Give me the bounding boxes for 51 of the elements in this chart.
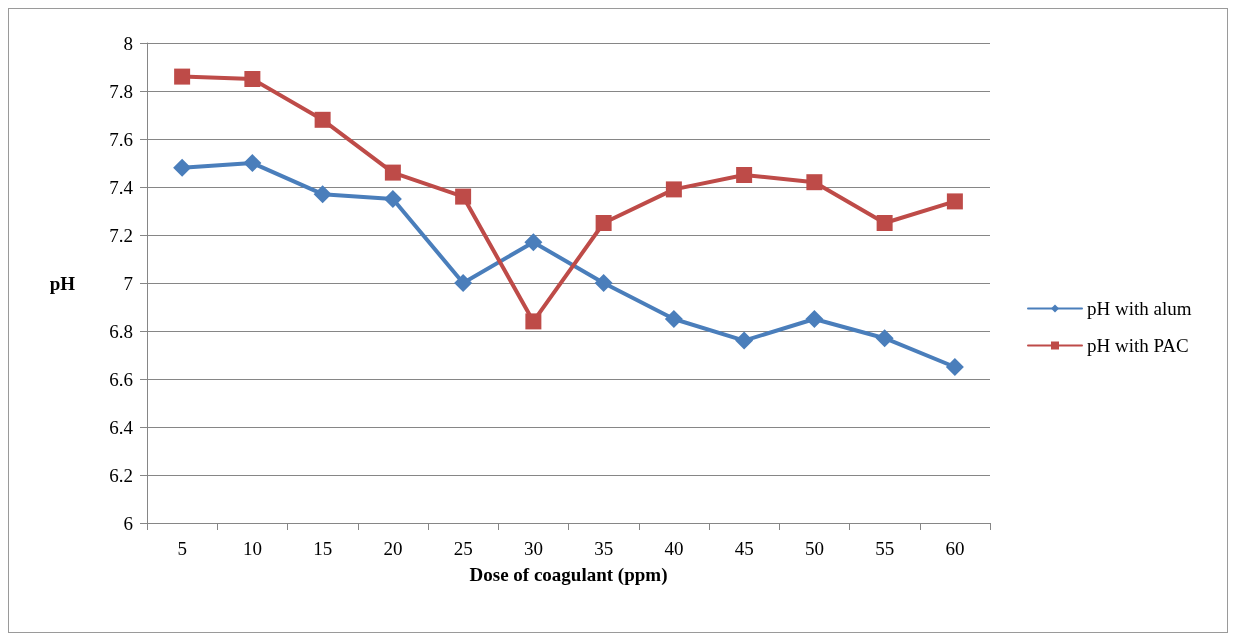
x-tick-label: 30 — [523, 538, 543, 559]
point — [313, 185, 332, 204]
point — [595, 215, 612, 231]
point — [665, 181, 682, 198]
x-tick-label: 25 — [453, 538, 473, 559]
x-tick-label: 40 — [664, 538, 684, 559]
y-tick-label: 7 — [123, 272, 133, 294]
point — [524, 233, 543, 252]
point — [805, 310, 824, 328]
point — [945, 358, 964, 376]
y-tick-label: 7.6 — [109, 128, 133, 150]
point — [664, 310, 683, 328]
x-tick-label: 35 — [594, 538, 614, 559]
y-tick-label: 6.6 — [109, 368, 133, 390]
x-axis-title: Dose of coagulant (ppm) — [469, 564, 668, 586]
y-tick-label: 6.4 — [109, 416, 134, 438]
x-tick-label: 50 — [804, 538, 824, 559]
x-tick-label: 15 — [313, 538, 333, 559]
y-tick-label: 6.2 — [109, 464, 133, 486]
y-tick-label: 6 — [123, 512, 133, 534]
x-tick-label: 20 — [383, 538, 403, 559]
y-axis-title: pH — [49, 272, 76, 294]
point — [314, 111, 331, 128]
y-tick-label: 8 — [123, 32, 133, 54]
point — [454, 274, 473, 292]
x-tick-label: 5 — [177, 538, 187, 559]
point — [384, 164, 401, 181]
point — [383, 190, 402, 208]
point — [875, 329, 894, 348]
point — [946, 193, 963, 210]
x-tick-label: 10 — [242, 538, 262, 559]
y-tick-label: 6.8 — [109, 320, 133, 342]
point — [876, 215, 893, 231]
point — [736, 167, 753, 183]
point — [594, 274, 613, 292]
y-tick-label: 7.2 — [109, 224, 133, 246]
point — [244, 71, 261, 87]
point — [174, 68, 191, 85]
x-tick-label: 60 — [945, 538, 965, 559]
point — [806, 174, 823, 191]
point — [525, 313, 542, 330]
x-tick-label: 45 — [734, 538, 754, 559]
legend-label: pH with alum — [1087, 298, 1192, 319]
point — [455, 188, 472, 205]
legend-label: pH with PAC — [1087, 335, 1189, 356]
y-tick-label: 7.8 — [109, 80, 133, 102]
point — [173, 158, 192, 177]
y-tick-label: 7.4 — [109, 176, 134, 198]
point — [735, 331, 754, 350]
point — [243, 154, 262, 172]
x-tick-label: 55 — [875, 538, 895, 559]
